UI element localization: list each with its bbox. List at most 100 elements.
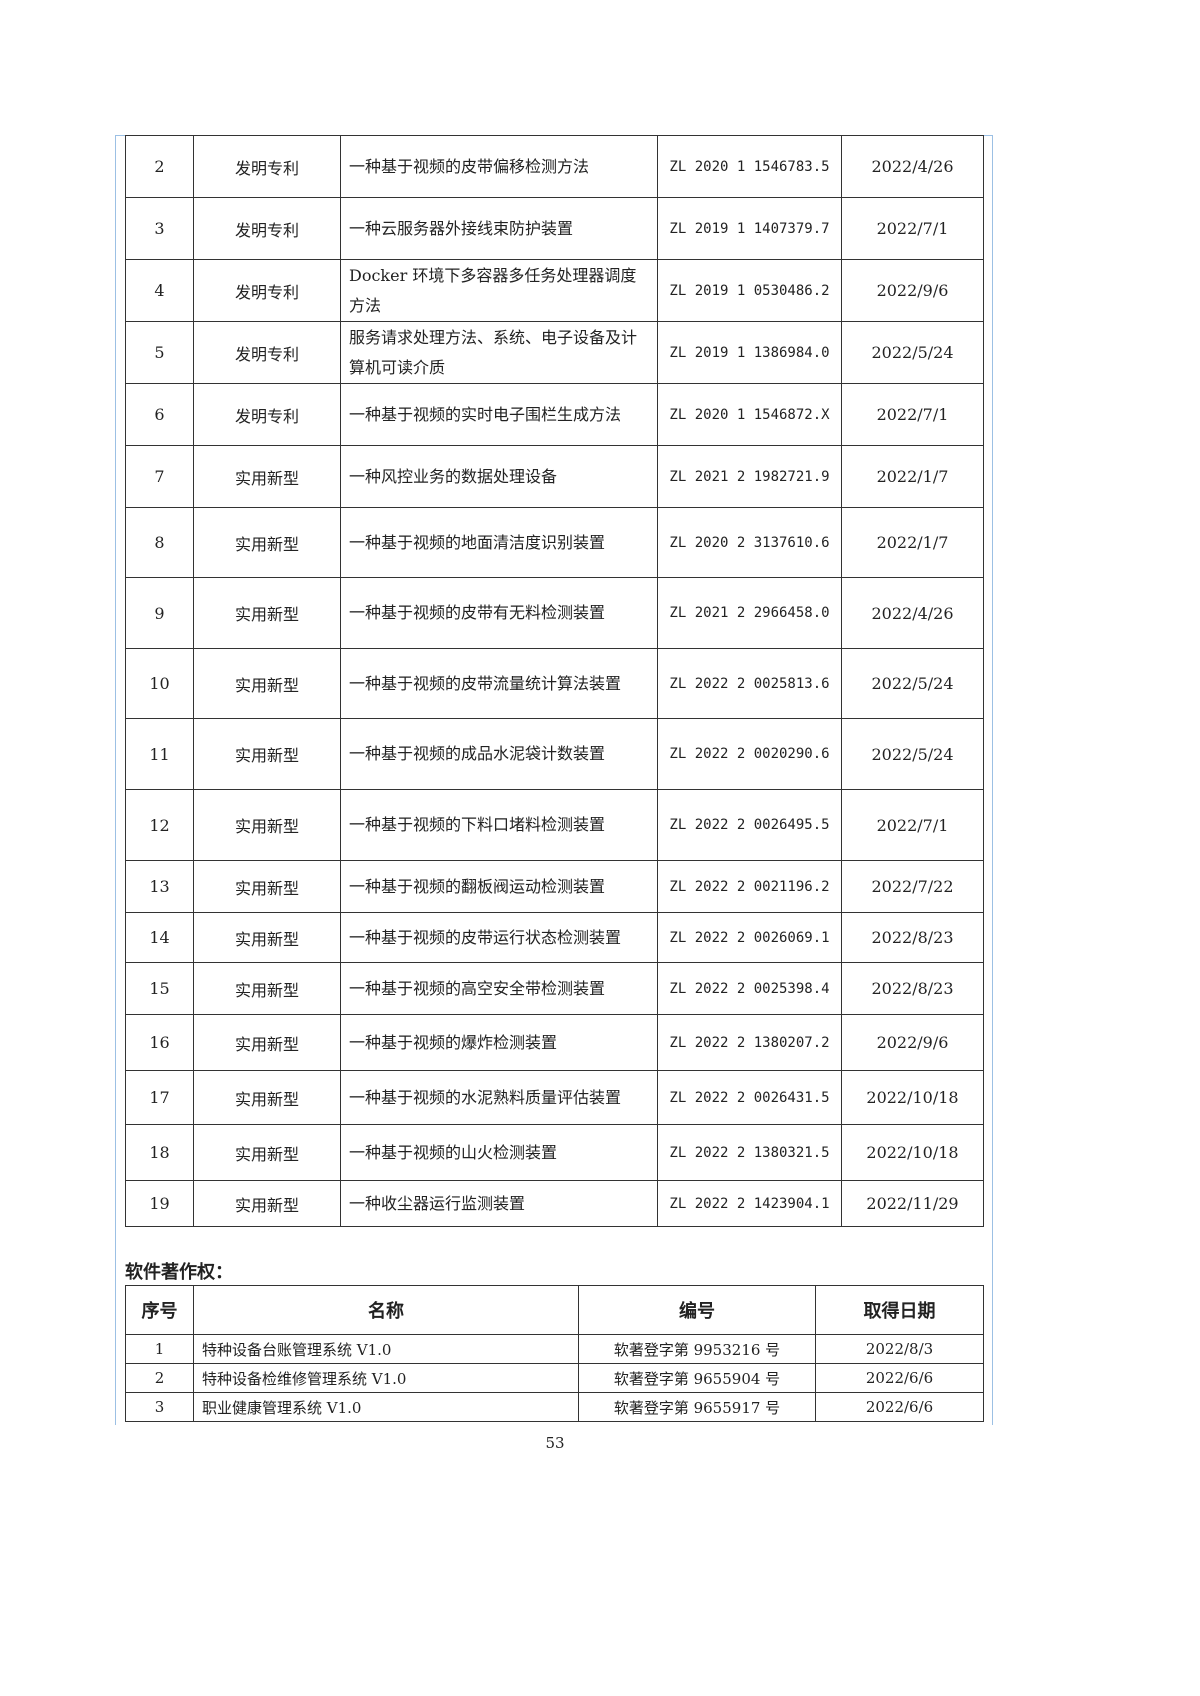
cell-type: 实用新型 [193, 507, 341, 578]
cell-date: 2022/8/23 [841, 962, 984, 1015]
column-header: 序号 [125, 1285, 194, 1335]
table-row: 3 职业健康管理系统 V1.0 软著登字第 9655917 号 2022/6/6 [125, 1392, 984, 1422]
cell-type: 发明专利 [193, 259, 341, 322]
cell-number: 12 [125, 789, 194, 861]
cell-number: 3 [125, 1392, 194, 1422]
cell-number: 3 [125, 197, 194, 260]
table-row: 12 实用新型 一种基于视频的下料口堵料检测装置 ZL 2022 2 0026495.… [125, 789, 984, 861]
cell-date: 2022/9/6 [841, 1014, 984, 1071]
cell-date: 2022/8/3 [815, 1334, 984, 1364]
cell-type: 实用新型 [193, 1070, 341, 1125]
cell-patent-number: ZL 2022 2 0025398.4 [657, 962, 842, 1015]
table-row: 18 实用新型 一种基于视频的山火检测装置 ZL 2022 2 1380321.5 20… [125, 1124, 984, 1181]
table-row: 10 实用新型 一种基于视频的皮带流量统计算法装置 ZL 2022 2 0025813… [125, 648, 984, 719]
cell-patent-number: ZL 2019 1 1386984.0 [657, 321, 842, 384]
cell-number: 2 [125, 135, 194, 198]
cell-number: 1 [125, 1334, 194, 1364]
cell-date: 2022/5/24 [841, 321, 984, 384]
cell-type: 发明专利 [193, 383, 341, 446]
cell-type: 发明专利 [193, 197, 341, 260]
table-row: 17 实用新型 一种基于视频的水泥熟料质量评估装置 ZL 2022 2 0026431… [125, 1070, 984, 1125]
cell-registration-number: 软著登字第 9655917 号 [578, 1392, 816, 1422]
cell-name: 一种基于视频的爆炸检测装置 [340, 1014, 658, 1071]
cell-type: 实用新型 [193, 1124, 341, 1181]
cell-name: 一种基于视频的翻板阀运动检测装置 [340, 860, 658, 913]
software-heading: 软件著作权： [125, 1262, 233, 1283]
cell-type: 实用新型 [193, 577, 341, 649]
cell-registration-number: 软著登字第 9953216 号 [578, 1334, 816, 1364]
cell-type: 实用新型 [193, 912, 341, 963]
cell-number: 10 [125, 648, 194, 719]
cell-name: 一种基于视频的皮带流量统计算法装置 [340, 648, 658, 719]
cell-patent-number: ZL 2021 2 1982721.9 [657, 445, 842, 508]
cell-name: 一种基于视频的成品水泥袋计数装置 [340, 718, 658, 790]
cell-date: 2022/7/1 [841, 789, 984, 861]
cell-name: 一种基于视频的山火检测装置 [340, 1124, 658, 1181]
table-row: 19 实用新型 一种收尘器运行监测装置 ZL 2022 2 1423904.1 2022… [125, 1180, 984, 1227]
cell-type: 实用新型 [193, 445, 341, 508]
table-row: 16 实用新型 一种基于视频的爆炸检测装置 ZL 2022 2 1380207.2 20… [125, 1014, 984, 1071]
header-row: 序号 名称 编号 取得日期 [125, 1285, 984, 1335]
cell-patent-number: ZL 2020 2 3137610.6 [657, 507, 842, 578]
cell-date: 2022/9/6 [841, 259, 984, 322]
cell-name: 一种基于视频的皮带运行状态检测装置 [340, 912, 658, 963]
table-row: 15 实用新型 一种基于视频的高空安全带检测装置 ZL 2022 2 0025398.… [125, 962, 984, 1015]
cell-date: 2022/6/6 [815, 1392, 984, 1422]
cell-date: 2022/7/1 [841, 383, 984, 446]
cell-patent-number: ZL 2020 1 1546872.X [657, 383, 842, 446]
cell-number: 15 [125, 962, 194, 1015]
patent-table: 2 发明专利 一种基于视频的皮带偏移检测方法 ZL 2020 1 1546783.5 2… [125, 135, 984, 1227]
cell-patent-number: ZL 2022 2 0020290.6 [657, 718, 842, 790]
cell-number: 14 [125, 912, 194, 963]
cell-date: 2022/7/22 [841, 860, 984, 913]
cell-date: 2022/10/18 [841, 1124, 984, 1181]
cell-name: 一种收尘器运行监测装置 [340, 1180, 658, 1227]
table-row: 6 发明专利 一种基于视频的实时电子围栏生成方法 ZL 2020 1 1546872.… [125, 383, 984, 446]
cell-type: 实用新型 [193, 1180, 341, 1227]
table-row: 4 发明专利 Docker 环境下多容器多任务处理器调度方法 ZL 2019 1 05… [125, 259, 984, 322]
cell-number: 6 [125, 383, 194, 446]
cell-number: 19 [125, 1180, 194, 1227]
table-row: 8 实用新型 一种基于视频的地面清洁度识别装置 ZL 2020 2 3137610.6… [125, 507, 984, 578]
cell-number: 18 [125, 1124, 194, 1181]
cell-date: 2022/8/23 [841, 912, 984, 963]
table-row: 5 发明专利 服务请求处理方法、系统、电子设备及计算机可读介质 ZL 2019 1 1… [125, 321, 984, 384]
table-row: 11 实用新型 一种基于视频的成品水泥袋计数装置 ZL 2022 2 0020290.… [125, 718, 984, 790]
cell-name: 一种基于视频的地面清洁度识别装置 [340, 507, 658, 578]
cell-date: 2022/11/29 [841, 1180, 984, 1227]
cell-patent-number: ZL 2020 1 1546783.5 [657, 135, 842, 198]
cell-date: 2022/7/1 [841, 197, 984, 260]
cell-name: 一种基于视频的高空安全带检测装置 [340, 962, 658, 1015]
cell-name: 一种基于视频的实时电子围栏生成方法 [340, 383, 658, 446]
cell-name: 服务请求处理方法、系统、电子设备及计算机可读介质 [340, 321, 658, 384]
cell-name: 一种基于视频的皮带偏移检测方法 [340, 135, 658, 198]
cell-type: 发明专利 [193, 321, 341, 384]
column-header: 取得日期 [815, 1285, 984, 1335]
cell-type: 发明专利 [193, 135, 341, 198]
cell-type: 实用新型 [193, 962, 341, 1015]
cell-name: Docker 环境下多容器多任务处理器调度方法 [340, 259, 658, 322]
cell-type: 实用新型 [193, 1014, 341, 1071]
cell-date: 2022/1/7 [841, 445, 984, 508]
cell-date: 2022/1/7 [841, 507, 984, 578]
cell-registration-number: 软著登字第 9655904 号 [578, 1363, 816, 1393]
table-row: 1 特种设备台账管理系统 V1.0 软著登字第 9953216 号 2022/8/3 [125, 1334, 984, 1364]
cell-type: 实用新型 [193, 860, 341, 913]
cell-name: 特种设备台账管理系统 V1.0 [193, 1334, 579, 1364]
cell-patent-number: ZL 2022 2 0026069.1 [657, 912, 842, 963]
table-row: 9 实用新型 一种基于视频的皮带有无料检测装置 ZL 2021 2 2966458.0… [125, 577, 984, 649]
cell-name: 特种设备检维修管理系统 V1.0 [193, 1363, 579, 1393]
cell-name: 一种基于视频的下料口堵料检测装置 [340, 789, 658, 861]
cell-patent-number: ZL 2021 2 2966458.0 [657, 577, 842, 649]
cell-number: 5 [125, 321, 194, 384]
cell-type: 实用新型 [193, 789, 341, 861]
cell-number: 11 [125, 718, 194, 790]
page-number: 53 [545, 1434, 565, 1452]
cell-date: 2022/4/26 [841, 577, 984, 649]
cell-type: 实用新型 [193, 718, 341, 790]
cell-date: 2022/4/26 [841, 135, 984, 198]
cell-number: 4 [125, 259, 194, 322]
cell-number: 9 [125, 577, 194, 649]
cell-patent-number: ZL 2022 2 1380321.5 [657, 1124, 842, 1181]
table-row: 3 发明专利 一种云服务器外接线束防护装置 ZL 2019 1 1407379.7 20… [125, 197, 984, 260]
